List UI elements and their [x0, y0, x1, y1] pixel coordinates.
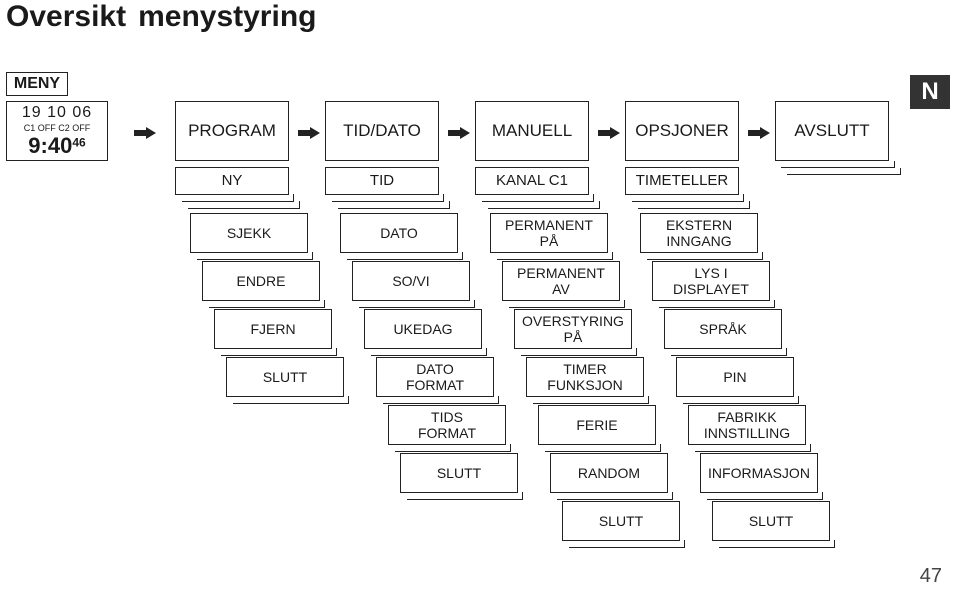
- r7-1: FERIE: [538, 405, 656, 445]
- clock-date: 19 10 06: [22, 104, 92, 122]
- r3-1: DATO: [340, 213, 458, 253]
- row2-1: TID: [325, 167, 439, 195]
- r5-1: UKEDAG: [364, 309, 482, 349]
- cell-label: KANAL C1: [496, 172, 568, 189]
- row2-2: KANAL C1: [475, 167, 589, 195]
- cell-label: TID/DATO: [343, 121, 421, 141]
- clock-box: 19 10 06 C1 OFF C2 OFF 9:4046: [6, 101, 108, 161]
- cell-label: FJERN: [250, 321, 295, 337]
- cell-label: PIN: [723, 369, 746, 385]
- r5-2: OVERSTYRING PÅ: [514, 309, 632, 349]
- cell-label: FABRIKK INNSTILLING: [704, 409, 790, 441]
- lang-badge-text: N: [921, 78, 938, 106]
- r3-2: PERMANENT PÅ: [490, 213, 608, 253]
- cell-label: TIMETELLER: [636, 172, 729, 189]
- row1-4: AVSLUTT: [775, 101, 889, 161]
- avslutt-step2: [787, 168, 901, 175]
- cell-label: TIDS FORMAT: [418, 409, 476, 441]
- title-word-1: Oversikt: [6, 0, 126, 33]
- cell-label: DATO FORMAT: [406, 361, 464, 393]
- row1-1: TID/DATO: [325, 101, 439, 161]
- cell-label: PERMANENT PÅ: [505, 217, 593, 249]
- r6-2: TIMER FUNKSJON: [526, 357, 644, 397]
- cell-label: SLUTT: [599, 513, 643, 529]
- cell-label: PROGRAM: [188, 121, 276, 141]
- cell-label: SJEKK: [227, 225, 271, 241]
- arrow-icon: [134, 127, 156, 139]
- clock-time: 9:40: [28, 133, 72, 158]
- r8-1: RANDOM: [550, 453, 668, 493]
- r4-1: SO/VI: [352, 261, 470, 301]
- r8-0: SLUTT: [400, 453, 518, 493]
- meny-label: MENY: [14, 75, 60, 93]
- title-word-2: menystyring: [138, 0, 316, 33]
- row1-3: OPSJONER: [625, 101, 739, 161]
- r7-0: TIDS FORMAT: [388, 405, 506, 445]
- r3-0: SJEKK: [190, 213, 308, 253]
- page-number: 47: [920, 565, 942, 588]
- page-title: Oversikt menystyring: [6, 0, 316, 34]
- r6-0: SLUTT: [226, 357, 344, 397]
- r4-2: PERMANENT AV: [502, 261, 620, 301]
- arrow-icon: [598, 127, 620, 139]
- cell-label: NY: [222, 172, 243, 189]
- cell-label: PERMANENT AV: [517, 265, 605, 297]
- clock-sec: 46: [72, 135, 85, 149]
- row1-2: MANUELL: [475, 101, 589, 161]
- meny-box: MENY: [6, 72, 68, 96]
- cell-label: TID: [370, 172, 394, 189]
- cell-label: LYS I DISPLAYET: [657, 265, 765, 297]
- cell-label: SLUTT: [437, 465, 481, 481]
- cell-label: SO/VI: [392, 273, 429, 289]
- cell-label: DATO: [380, 225, 418, 241]
- cell-label: MANUELL: [492, 121, 572, 141]
- cell-label: OVERSTYRING PÅ: [522, 313, 624, 345]
- row2-3: TIMETELLER: [625, 167, 739, 195]
- cell-label: UKEDAG: [393, 321, 452, 337]
- cell-label: SLUTT: [749, 513, 793, 529]
- r6-3: PIN: [676, 357, 794, 397]
- row2-0: NY: [175, 167, 289, 195]
- row1-0: PROGRAM: [175, 101, 289, 161]
- r8-2: INFORMASJON: [700, 453, 818, 493]
- r6-1: DATO FORMAT: [376, 357, 494, 397]
- r5-3: SPRÅK: [664, 309, 782, 349]
- arrow-icon: [448, 127, 470, 139]
- cell-label: EKSTERN INNGANG: [666, 217, 732, 249]
- r3-3: EKSTERN INNGANG: [640, 213, 758, 253]
- page-number-text: 47: [920, 565, 942, 587]
- cell-label: ENDRE: [236, 273, 285, 289]
- r4-3: LYS I DISPLAYET: [652, 261, 770, 301]
- cell-label: RANDOM: [578, 465, 640, 481]
- avslutt-step: [781, 161, 895, 168]
- arrow-icon: [298, 127, 320, 139]
- cell-label: SPRÅK: [699, 321, 746, 337]
- cell-label: FERIE: [576, 417, 617, 433]
- r9-1: SLUTT: [712, 501, 830, 541]
- r7-2: FABRIKK INNSTILLING: [688, 405, 806, 445]
- arrow-icon: [748, 127, 770, 139]
- r9-0: SLUTT: [562, 501, 680, 541]
- r5-0: FJERN: [214, 309, 332, 349]
- cell-label: AVSLUTT: [794, 121, 869, 141]
- clock-off: C1 OFF C2 OFF: [24, 124, 91, 133]
- cell-label: TIMER FUNKSJON: [547, 361, 622, 393]
- r4-0: ENDRE: [202, 261, 320, 301]
- cell-label: INFORMASJON: [708, 465, 810, 481]
- lang-badge: N: [910, 75, 950, 109]
- cell-label: SLUTT: [263, 369, 307, 385]
- cell-label: OPSJONER: [635, 121, 729, 141]
